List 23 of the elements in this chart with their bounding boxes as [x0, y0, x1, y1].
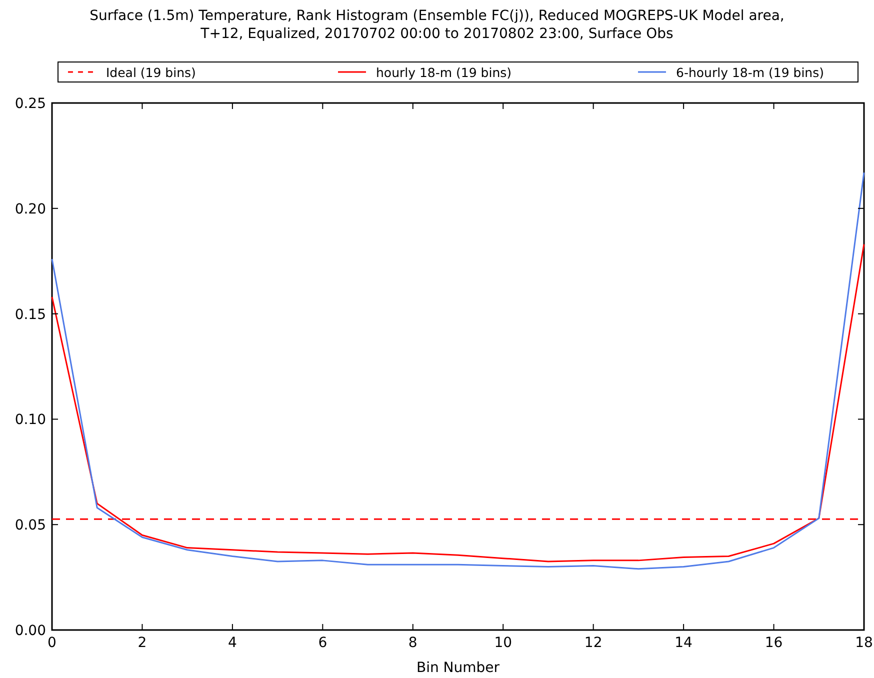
- y-tick-label: 0.10: [14, 412, 46, 428]
- legend-label: hourly 18-m (19 bins): [376, 65, 512, 80]
- y-tick-label: 0.05: [14, 518, 46, 534]
- x-tick-label: 10: [494, 635, 512, 651]
- x-tick-label: 18: [855, 635, 873, 651]
- legend-label: 6-hourly 18-m (19 bins): [676, 65, 824, 80]
- x-tick-label: 16: [764, 635, 783, 651]
- chart-title: Surface (1.5m) Temperature, Rank Histogram (Ensemble FC(j)), Reduced MOGREPS-UK Model area, T+12, Equalized, 20170702 00:00 to 20170802 23:00, Surface Obs: [90, 8, 784, 42]
- x-tick-label: 12: [584, 635, 602, 651]
- x-tick-label: 8: [408, 635, 418, 651]
- legend-label: Ideal (19 bins): [106, 65, 196, 80]
- x-tick-label: 6: [318, 635, 328, 651]
- y-tick-label: 0.20: [14, 201, 46, 218]
- x-axis-title: Bin Number: [416, 660, 500, 676]
- y-tick-label: 0.25: [14, 96, 46, 112]
- line-series: [51, 172, 865, 570]
- x-tick-label: 2: [138, 635, 147, 651]
- x-tick-label: 14: [674, 635, 693, 651]
- line-series: [51, 243, 865, 562]
- x-tick-label: 4: [228, 635, 237, 651]
- y-tick-label: 0.00: [14, 623, 46, 639]
- y-tick-label: 0.15: [14, 306, 46, 323]
- x-tick-label: 0: [48, 635, 56, 651]
